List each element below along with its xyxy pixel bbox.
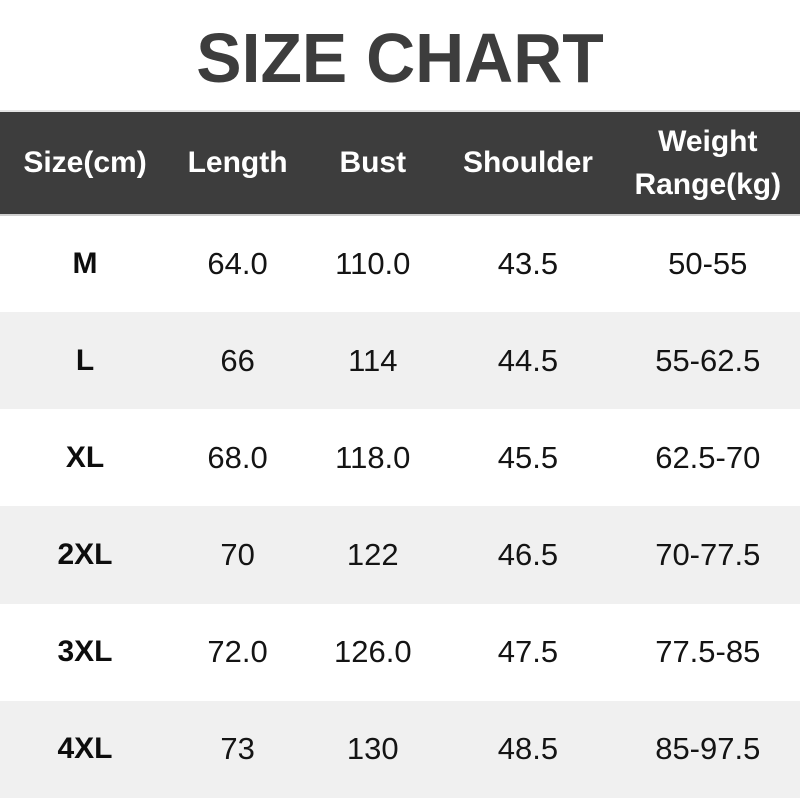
cell-length: 64.0 <box>207 246 268 282</box>
header-weight: Weight Range(kg) <box>634 124 782 202</box>
cell-shoulder: 45.5 <box>497 439 559 475</box>
cell-bust: 110.0 <box>335 246 411 282</box>
table-row: 2XL 70 122 46.5 70-77.5 <box>0 506 800 604</box>
cell-size: M <box>72 247 98 281</box>
table-row: XL 68.0 118.0 45.5 62.5-70 <box>0 409 800 506</box>
cell-size: 3XL <box>57 635 113 669</box>
header-size: Size(cm) <box>23 146 147 180</box>
table-row: 3XL 72.0 126.0 47.5 77.5-85 <box>0 604 800 701</box>
table-row: 4XL 73 130 48.5 85-97.5 <box>0 700 800 798</box>
cell-size: 2XL <box>57 538 113 572</box>
cell-bust: 126.0 <box>333 634 412 670</box>
cell-weight: 70-77.5 <box>655 537 761 573</box>
cell-bust: 122 <box>346 537 399 573</box>
table-header: Size(cm) Length Bust Shoulder Weight Ran… <box>0 111 800 215</box>
cell-weight: 50-55 <box>668 246 748 282</box>
cell-size: 4XL <box>57 732 113 766</box>
cell-shoulder: 48.5 <box>497 731 559 767</box>
table-row: M 64.0 110.0 43.5 50-55 <box>0 215 800 312</box>
cell-length: 68.0 <box>207 439 268 475</box>
size-chart-table: Size(cm) Length Bust Shoulder Weight Ran… <box>0 110 800 798</box>
page-title: SIZE CHART <box>196 19 604 97</box>
header-row: Size(cm) Length Bust Shoulder Weight Ran… <box>0 111 800 215</box>
table-body: M 64.0 110.0 43.5 50-55 L 66 114 44.5 55… <box>0 215 800 798</box>
cell-length: 66 <box>220 342 255 378</box>
cell-bust: 114 <box>348 342 398 378</box>
cell-bust: 130 <box>346 731 399 767</box>
cell-shoulder: 47.5 <box>497 634 559 670</box>
cell-shoulder: 44.5 <box>497 342 559 378</box>
cell-length: 73 <box>220 731 255 767</box>
cell-bust: 118.0 <box>335 439 411 475</box>
cell-weight: 62.5-70 <box>655 439 761 475</box>
table-row: L 66 114 44.5 55-62.5 <box>0 312 800 410</box>
cell-weight: 77.5-85 <box>655 634 761 670</box>
header-bust: Bust <box>339 146 407 180</box>
cell-length: 70 <box>220 537 255 573</box>
cell-weight: 85-97.5 <box>655 731 761 767</box>
cell-size: XL <box>65 440 105 474</box>
cell-weight: 55-62.5 <box>655 342 761 378</box>
cell-shoulder: 43.5 <box>497 246 559 282</box>
header-length: Length <box>187 146 288 180</box>
cell-length: 72.0 <box>207 634 268 670</box>
cell-size: L <box>75 343 95 377</box>
header-shoulder: Shoulder <box>462 146 593 180</box>
cell-shoulder: 46.5 <box>497 537 559 573</box>
